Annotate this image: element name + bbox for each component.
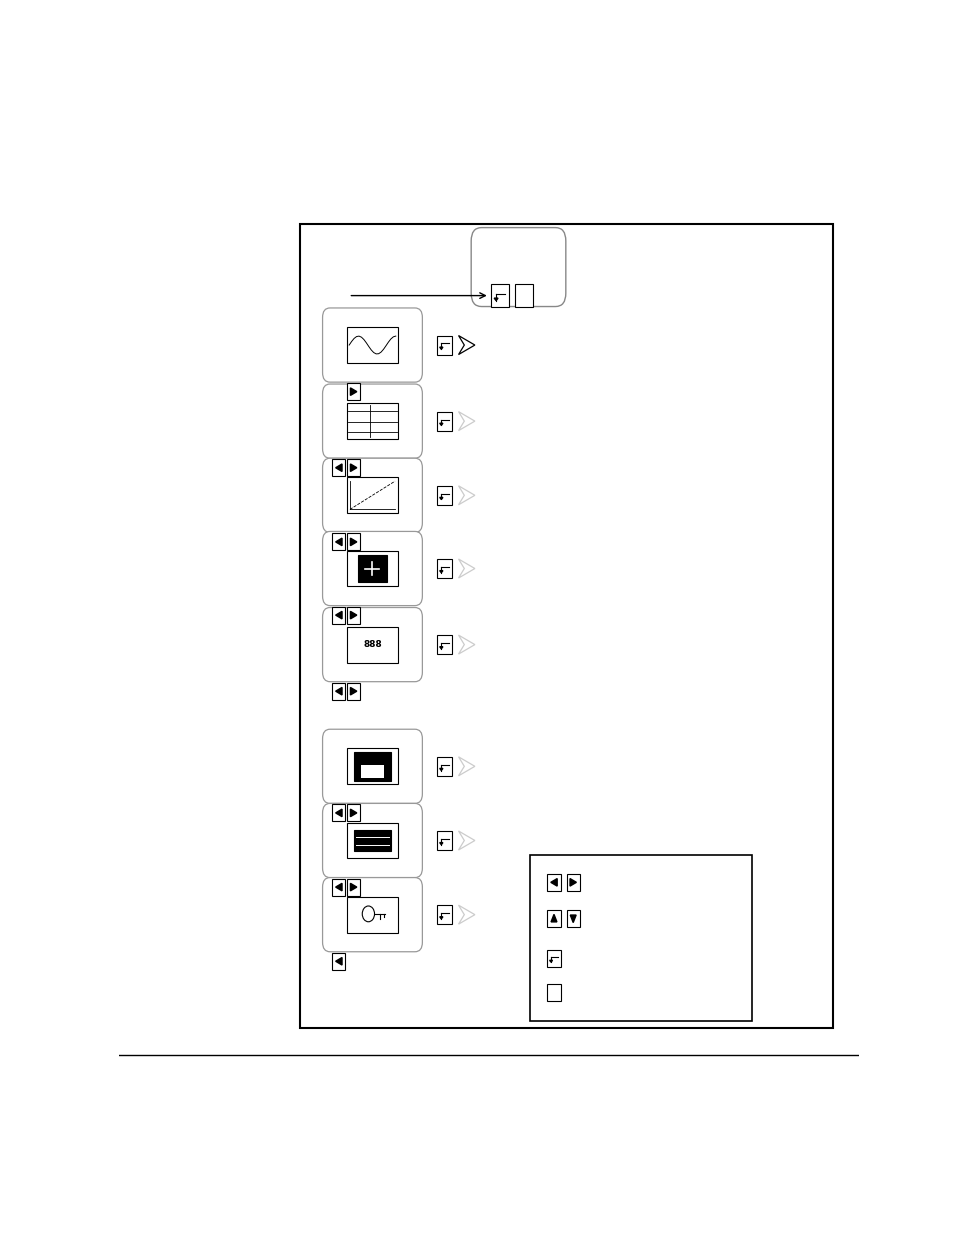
Polygon shape	[335, 464, 342, 472]
Polygon shape	[550, 878, 557, 885]
Bar	[332, 606, 345, 624]
Bar	[566, 910, 579, 927]
Bar	[436, 831, 452, 850]
Bar	[347, 327, 397, 363]
Polygon shape	[570, 915, 576, 923]
Polygon shape	[458, 757, 475, 776]
Bar	[354, 752, 391, 781]
Bar	[547, 950, 560, 967]
Bar	[347, 478, 397, 514]
Bar	[547, 874, 560, 890]
Bar	[436, 635, 452, 655]
Bar	[347, 878, 360, 895]
Polygon shape	[458, 635, 475, 655]
Polygon shape	[549, 961, 552, 962]
Bar	[530, 855, 751, 1021]
Bar	[436, 411, 452, 431]
Polygon shape	[439, 424, 442, 425]
Polygon shape	[439, 842, 442, 845]
FancyBboxPatch shape	[322, 384, 422, 458]
Bar	[354, 830, 391, 851]
Polygon shape	[350, 388, 356, 395]
Text: 888: 888	[363, 640, 381, 650]
Polygon shape	[439, 347, 442, 350]
Bar	[347, 534, 360, 551]
Polygon shape	[335, 688, 342, 695]
Polygon shape	[335, 883, 342, 890]
FancyBboxPatch shape	[322, 804, 422, 878]
Polygon shape	[439, 916, 442, 919]
Bar	[347, 459, 360, 477]
Polygon shape	[335, 611, 342, 619]
Bar	[347, 804, 360, 821]
Polygon shape	[439, 571, 442, 573]
Bar	[347, 823, 397, 858]
Bar	[332, 534, 345, 551]
Polygon shape	[458, 485, 475, 505]
Polygon shape	[494, 298, 497, 300]
Bar	[332, 459, 345, 477]
Bar	[347, 683, 360, 700]
Polygon shape	[458, 905, 475, 924]
FancyBboxPatch shape	[471, 227, 565, 306]
Polygon shape	[350, 688, 356, 695]
Polygon shape	[350, 611, 356, 619]
Polygon shape	[350, 883, 356, 890]
Bar	[436, 336, 452, 354]
FancyBboxPatch shape	[322, 531, 422, 605]
Bar	[332, 878, 345, 895]
Polygon shape	[350, 538, 356, 546]
Bar	[358, 555, 386, 582]
Bar	[436, 559, 452, 578]
FancyBboxPatch shape	[322, 458, 422, 532]
Polygon shape	[458, 831, 475, 850]
Polygon shape	[458, 559, 475, 578]
Bar	[360, 764, 384, 778]
Bar	[347, 383, 360, 400]
Polygon shape	[439, 498, 442, 499]
Polygon shape	[350, 464, 356, 472]
Bar	[347, 551, 397, 587]
Bar	[347, 897, 397, 932]
Bar	[436, 757, 452, 776]
Bar	[300, 225, 832, 1028]
Polygon shape	[335, 809, 342, 816]
FancyBboxPatch shape	[322, 729, 422, 804]
Polygon shape	[335, 538, 342, 546]
FancyBboxPatch shape	[322, 878, 422, 952]
Bar	[491, 284, 508, 308]
FancyBboxPatch shape	[322, 608, 422, 682]
Bar	[347, 748, 397, 784]
Polygon shape	[551, 914, 557, 921]
Polygon shape	[350, 809, 356, 816]
Bar	[436, 905, 452, 924]
Polygon shape	[570, 878, 576, 885]
Bar	[547, 984, 560, 1002]
Bar	[347, 403, 397, 440]
Bar	[566, 874, 579, 890]
Bar	[332, 683, 345, 700]
Bar	[332, 952, 345, 969]
Bar	[547, 910, 560, 927]
FancyBboxPatch shape	[322, 308, 422, 382]
Polygon shape	[439, 768, 442, 771]
Bar	[515, 284, 532, 308]
Polygon shape	[335, 957, 342, 965]
Bar	[347, 626, 397, 662]
Polygon shape	[458, 411, 475, 431]
Polygon shape	[458, 336, 475, 354]
Bar	[347, 606, 360, 624]
Bar	[436, 485, 452, 505]
Polygon shape	[439, 647, 442, 648]
Bar	[332, 804, 345, 821]
